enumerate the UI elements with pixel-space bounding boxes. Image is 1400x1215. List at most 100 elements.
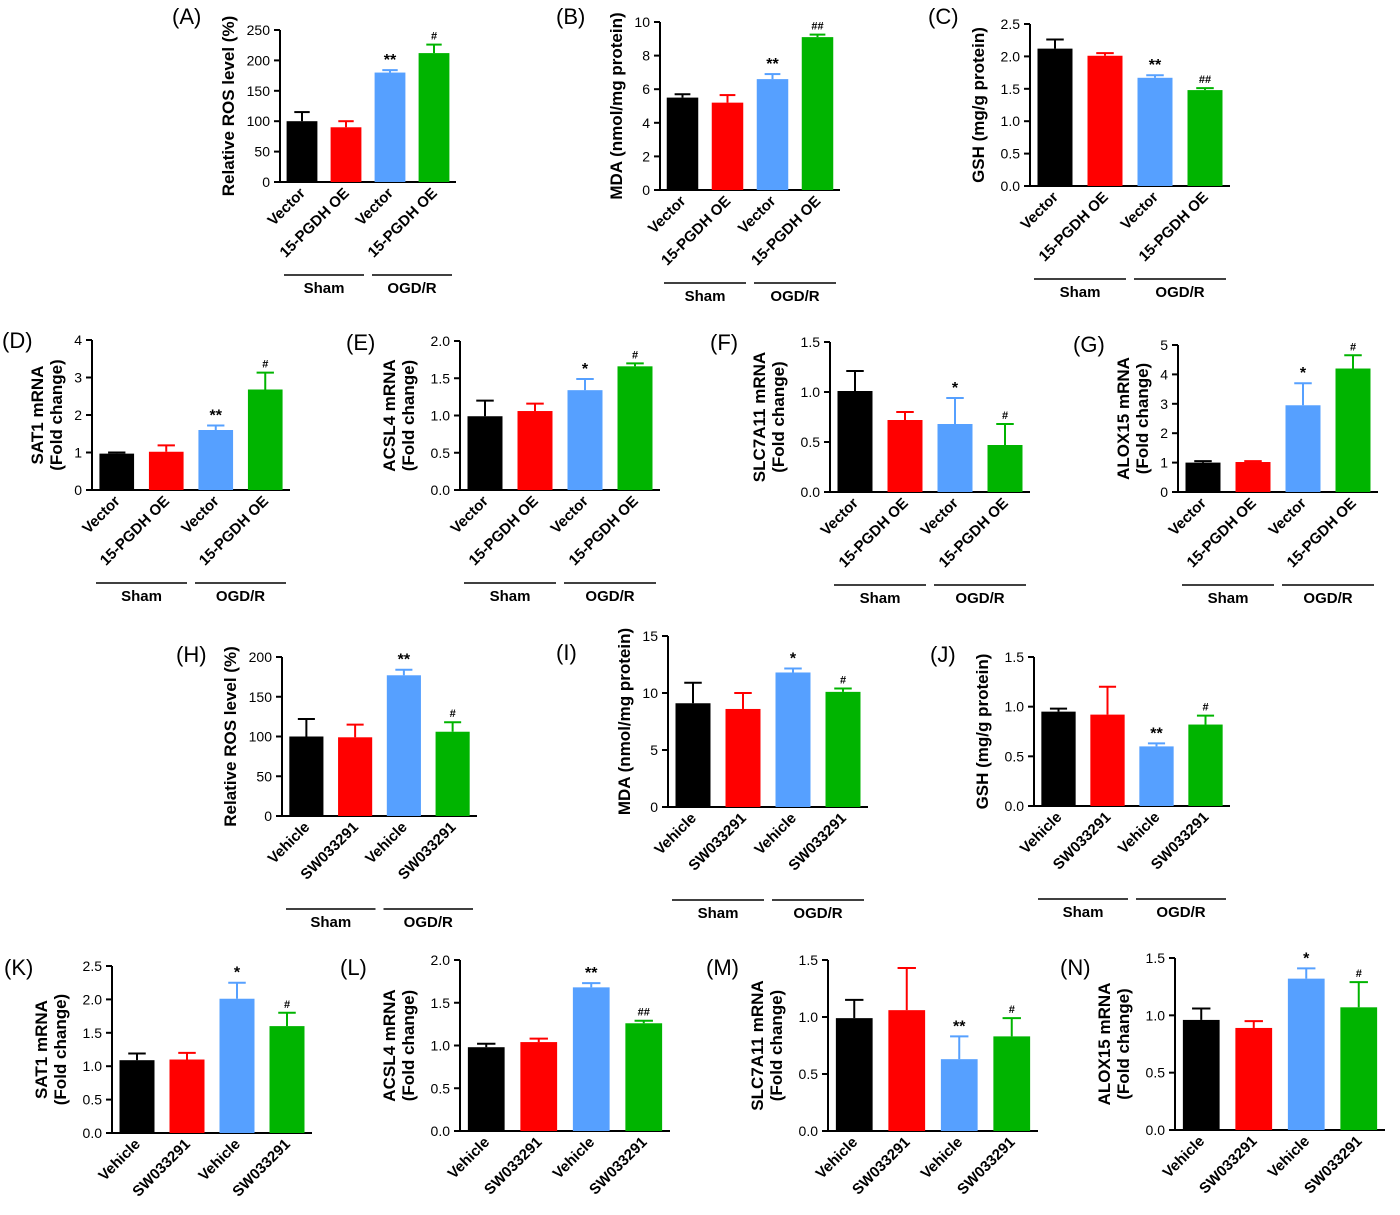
y-axis-label: (Fold change)	[47, 359, 66, 470]
significance-mark: #	[632, 349, 638, 361]
bar	[666, 97, 699, 190]
chart-panel: (M) 0.0 0.5 1.0 1.5 SLC7A11 mRNA (Fold change)…	[706, 952, 1038, 1199]
y-tick-label: 0.0	[83, 1125, 103, 1141]
category-label: Vector	[917, 495, 962, 540]
y-axis-label: GSH (mg/g protein)	[969, 27, 988, 183]
significance-mark: #	[1202, 702, 1208, 714]
bar	[330, 127, 362, 182]
group-label: OGD/R	[387, 280, 436, 297]
significance-mark: **	[398, 652, 411, 669]
significance-mark: *	[952, 380, 959, 397]
bar	[247, 389, 283, 490]
category-label: Vector	[79, 493, 124, 538]
bar	[617, 366, 653, 490]
group-label: OGD/R	[1156, 904, 1205, 921]
significance-mark: **	[953, 1018, 966, 1035]
y-tick-label: 50	[256, 768, 272, 784]
y-tick-label: 1.5	[1001, 81, 1021, 97]
category-label: SW033291	[1196, 1133, 1261, 1198]
y-axis-label: GSH (mg/g protein)	[973, 654, 992, 810]
group-label: Sham	[1060, 284, 1101, 301]
y-tick-label: 0.0	[431, 1123, 451, 1139]
group-label: Sham	[1208, 590, 1249, 607]
panel-label: (K)	[4, 955, 33, 980]
category-label: Vehicle	[812, 1134, 861, 1183]
bar	[374, 72, 406, 182]
significance-mark: #	[431, 31, 437, 43]
significance-mark: #	[840, 674, 846, 686]
y-axis-label: (Fold change)	[769, 361, 788, 472]
y-tick-label: 50	[254, 144, 270, 160]
y-tick-label: 100	[247, 113, 271, 129]
y-tick-label: 0.5	[431, 445, 451, 461]
y-axis-label: (Fold change)	[1133, 363, 1152, 474]
y-tick-label: 150	[249, 689, 273, 705]
y-tick-label: 8	[642, 48, 650, 64]
y-tick-label: 2.0	[83, 991, 103, 1007]
y-tick-label: 15	[642, 628, 658, 644]
y-axis-label: SAT1 mRNA	[28, 366, 47, 465]
category-label: SW033291	[481, 1134, 546, 1199]
bar	[119, 1060, 155, 1133]
group-label: Sham	[310, 914, 351, 931]
significance-mark: **	[585, 965, 598, 982]
y-tick-label: 250	[247, 22, 271, 38]
y-tick-label: 4	[1160, 366, 1168, 382]
y-tick-label: 0	[262, 174, 270, 190]
category-label: Vehicle	[651, 810, 700, 859]
y-tick-label: 1.0	[431, 1038, 451, 1054]
y-tick-label: 0.5	[1001, 146, 1021, 162]
y-tick-label: 0.0	[799, 1123, 819, 1139]
y-tick-label: 1.0	[801, 384, 821, 400]
y-tick-label: 2	[642, 148, 650, 164]
y-tick-label: 1	[74, 445, 82, 461]
y-axis-label: ACSL4 mRNA	[380, 989, 399, 1101]
bar	[520, 1042, 558, 1131]
y-tick-label: 0.0	[1001, 178, 1021, 194]
y-tick-label: 0	[74, 482, 82, 498]
y-tick-label: 0.0	[1005, 798, 1025, 814]
y-tick-label: 0.5	[431, 1080, 451, 1096]
category-label: Vector	[735, 193, 780, 238]
significance-mark: **	[1149, 57, 1162, 74]
significance-mark: ##	[1199, 74, 1211, 86]
y-axis-label: (Fold change)	[767, 990, 786, 1101]
chart-panel: (E) 0.0 0.5 1.0 1.5 2.0 ACSL4 mRNA (Fold change…	[346, 330, 660, 605]
group-label: OGD/R	[955, 590, 1004, 607]
y-tick-label: 150	[247, 83, 271, 99]
significance-mark: #	[1356, 968, 1362, 980]
bar	[467, 1047, 505, 1131]
significance-mark: *	[582, 361, 589, 378]
category-label: SW033291	[1301, 1133, 1366, 1198]
y-tick-label: 0	[1160, 484, 1168, 500]
bar	[219, 998, 255, 1133]
bar	[338, 737, 373, 816]
category-label: SW033291	[849, 1134, 914, 1199]
y-tick-label: 0	[642, 182, 650, 198]
y-axis-label: (Fold change)	[51, 994, 70, 1105]
group-label: OGD/R	[1155, 284, 1204, 301]
y-tick-label: 2.0	[431, 952, 451, 968]
category-label: Vehicle	[751, 810, 800, 859]
significance-mark: #	[1002, 410, 1008, 422]
chart-panel: (K) 0.0 0.5 1.0 1.5 2.0 2.5 SAT1 mRNA (Fold chan…	[4, 955, 312, 1200]
chart-panel: (L) 0.0 0.5 1.0 1.5 2.0 ACSL4 mRNA (Fold change…	[340, 952, 670, 1199]
y-axis-label: MDA (nmol/mg protein)	[615, 628, 634, 815]
bar	[435, 731, 470, 816]
category-label: Vehicle	[549, 1134, 598, 1183]
bar	[1187, 90, 1223, 186]
y-tick-label: 100	[249, 729, 273, 745]
category-label: SW033291	[954, 1134, 1019, 1199]
bar	[418, 53, 450, 182]
chart-panel: (N) 0.0 0.5 1.0 1.5 ALOX15 mRNA (Fold change) V…	[1060, 950, 1385, 1198]
chart-panel: (H) 0 50 100 150 200 Relative ROS level (%) Veh…	[176, 642, 477, 931]
category-label: SW033291	[586, 1134, 651, 1199]
bar	[269, 1026, 305, 1133]
bar	[1037, 48, 1073, 187]
group-label: Sham	[304, 280, 345, 297]
bar	[1087, 55, 1123, 186]
y-tick-label: 1.5	[83, 1025, 103, 1041]
significance-mark: ##	[811, 21, 823, 33]
